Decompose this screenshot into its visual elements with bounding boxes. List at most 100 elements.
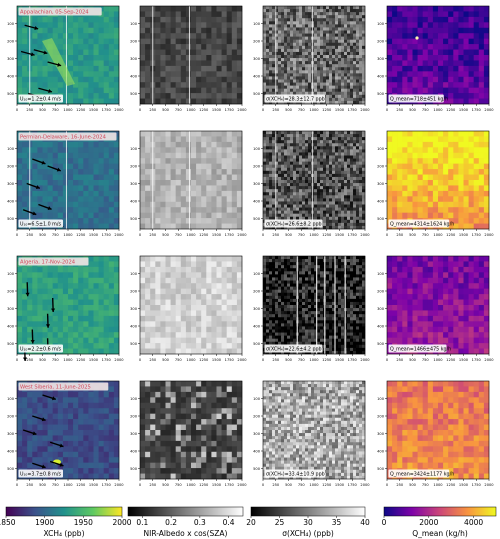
heatmap-cell bbox=[356, 210, 360, 214]
heatmap-cell bbox=[314, 137, 318, 141]
heatmap-cell bbox=[140, 207, 146, 213]
heatmap-cell bbox=[438, 65, 444, 72]
heatmap-cell bbox=[201, 76, 207, 83]
heatmap-cell bbox=[317, 134, 321, 138]
heatmap-cell bbox=[392, 212, 398, 219]
heatmap-cell bbox=[453, 158, 459, 164]
heatmap-cell bbox=[266, 189, 270, 193]
heatmap-cell bbox=[417, 190, 423, 197]
heatmap-cell bbox=[362, 195, 366, 199]
heatmap-cell bbox=[191, 136, 197, 143]
heatmap-cell bbox=[432, 163, 439, 170]
heatmap-cell bbox=[347, 70, 351, 74]
heatmap-cell bbox=[478, 76, 485, 83]
heatmap-cell bbox=[284, 39, 288, 43]
heatmap-cell bbox=[155, 93, 161, 99]
heatmap-cell bbox=[98, 288, 104, 295]
y-tick-label: 500 bbox=[377, 92, 385, 96]
heatmap-cell bbox=[458, 131, 464, 137]
heatmap-cell bbox=[275, 9, 279, 13]
heatmap-cell bbox=[231, 87, 238, 94]
heatmap-cell bbox=[317, 24, 321, 28]
heatmap-cell bbox=[263, 131, 267, 135]
heatmap-cell bbox=[272, 186, 276, 190]
heatmap-cell bbox=[216, 141, 222, 148]
heatmap-cell bbox=[299, 189, 303, 193]
heatmap-cell bbox=[108, 174, 115, 181]
heatmap-cell bbox=[180, 158, 187, 164]
heatmap-cell bbox=[211, 11, 217, 18]
heatmap-cell bbox=[57, 272, 64, 278]
heatmap-cell bbox=[88, 299, 94, 306]
heatmap-cell bbox=[263, 189, 267, 193]
heatmap-cell bbox=[22, 147, 28, 153]
heatmap-cell bbox=[278, 42, 282, 47]
heatmap-cell bbox=[359, 45, 363, 50]
heatmap-cell bbox=[263, 158, 267, 162]
heatmap-cell bbox=[47, 310, 53, 317]
heatmap-cell bbox=[356, 33, 360, 37]
heatmap-cell bbox=[344, 27, 348, 31]
heatmap-cell bbox=[278, 18, 282, 22]
heatmap-cell bbox=[341, 82, 345, 86]
heatmap-cell bbox=[356, 42, 360, 47]
heatmap-cell bbox=[422, 65, 428, 72]
heatmap-cell bbox=[317, 164, 321, 168]
heatmap-cell bbox=[236, 16, 243, 23]
heatmap-cell bbox=[78, 277, 84, 284]
heatmap-cell bbox=[299, 82, 303, 86]
heatmap-cell bbox=[155, 218, 161, 224]
heatmap-cell bbox=[175, 55, 181, 61]
heatmap-cell bbox=[47, 55, 53, 61]
heatmap-cell bbox=[448, 98, 454, 105]
heatmap-cell bbox=[296, 42, 300, 47]
y-tick-label: 100 bbox=[130, 147, 138, 151]
heatmap-cell bbox=[175, 180, 181, 186]
heatmap-cell bbox=[170, 33, 176, 39]
heatmap-cell bbox=[37, 60, 43, 67]
x-tick-label: 1250 bbox=[199, 108, 209, 112]
heatmap-cell bbox=[359, 100, 363, 105]
heatmap-cell bbox=[299, 27, 303, 31]
heatmap-cell bbox=[32, 76, 38, 83]
heatmap-cell bbox=[468, 93, 474, 99]
y-tick-label: 100 bbox=[253, 22, 261, 26]
heatmap-cell bbox=[93, 272, 99, 278]
heatmap-cell bbox=[397, 152, 403, 159]
heatmap-cell bbox=[347, 30, 351, 34]
heatmap-cell bbox=[332, 134, 336, 138]
heatmap-cell bbox=[332, 21, 336, 25]
heatmap-cell bbox=[323, 161, 327, 165]
heatmap-cell bbox=[356, 183, 360, 187]
heatmap-cell bbox=[308, 6, 312, 10]
heatmap-cell bbox=[463, 131, 469, 137]
heatmap-cell bbox=[299, 176, 303, 181]
x-tick-label: 500 bbox=[409, 108, 417, 112]
heatmap-cell bbox=[284, 33, 288, 37]
heatmap-cell bbox=[42, 272, 48, 278]
heatmap-cell bbox=[78, 98, 84, 105]
x-tick-label: 1750 bbox=[348, 108, 358, 112]
heatmap-cell bbox=[93, 332, 99, 338]
heatmap-cell bbox=[302, 192, 306, 196]
heatmap-cell bbox=[332, 15, 336, 19]
heatmap-cell bbox=[175, 98, 181, 105]
heatmap-cell bbox=[359, 91, 363, 96]
heatmap-cell bbox=[226, 141, 232, 148]
heatmap-cell bbox=[278, 201, 282, 205]
heatmap-cell bbox=[323, 27, 327, 31]
heatmap-cell bbox=[155, 190, 161, 197]
heatmap-cell bbox=[211, 141, 217, 148]
heatmap-cell bbox=[407, 55, 413, 61]
heatmap-cell bbox=[448, 163, 454, 170]
heatmap-cell bbox=[165, 60, 171, 67]
heatmap-cell bbox=[344, 85, 348, 89]
heatmap-cell bbox=[392, 169, 398, 175]
heatmap-cell bbox=[427, 71, 434, 77]
heatmap-cell bbox=[140, 87, 146, 94]
heatmap-cell bbox=[269, 155, 273, 159]
heatmap-cell bbox=[62, 218, 69, 224]
heatmap-cell bbox=[196, 147, 202, 153]
heatmap-cell bbox=[453, 87, 459, 94]
heatmap-cell bbox=[269, 134, 273, 138]
